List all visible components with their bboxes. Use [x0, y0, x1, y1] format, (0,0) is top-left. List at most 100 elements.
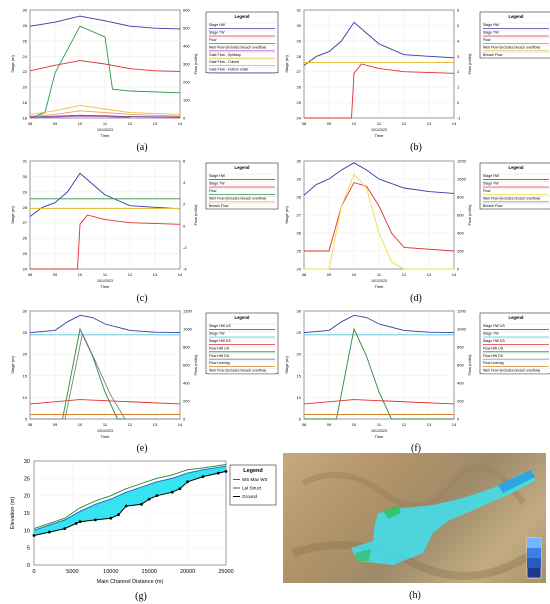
- y-tick-label: 15: [297, 373, 302, 378]
- y2-tick-label: 1000: [183, 327, 193, 332]
- series-line-ground: [33, 470, 227, 536]
- legend-box: [479, 11, 550, 59]
- x-tick-label: 14: [452, 422, 457, 427]
- y2-axis-label: Flow (m3/s): [193, 204, 198, 226]
- x-tick-label: 09: [327, 422, 332, 427]
- y2-axis-label: Flow (m3/s): [193, 53, 198, 75]
- x-tick-label: 11: [103, 272, 108, 277]
- legend-entry: Gate Flow - bottom outlet: [209, 68, 248, 72]
- ground-point: [178, 487, 182, 491]
- ground-point: [78, 520, 82, 524]
- y-tick-label: 16: [23, 116, 28, 121]
- x-tick-label: 14: [452, 121, 457, 126]
- legend-entry: Weir Flow (includes breach overflow): [209, 45, 266, 49]
- x-tick-label: 15000: [142, 569, 157, 575]
- series-line: [303, 162, 455, 196]
- series-line: [304, 63, 455, 119]
- y2-tick-label: 800: [457, 195, 464, 200]
- y2-tick-label: 400: [457, 231, 464, 236]
- y2-tick-label: 1000: [457, 327, 467, 332]
- legend-entry: Stage TW: [209, 182, 225, 186]
- x-tick-label: 10: [78, 121, 83, 126]
- date-label: 10/1/2023: [371, 429, 387, 433]
- y-tick-label: 20: [23, 85, 28, 90]
- series-line: [29, 314, 181, 334]
- x-tick-label: 10: [352, 121, 357, 126]
- x-tick-label: 08: [28, 121, 33, 126]
- y2-tick-label: 200: [183, 80, 190, 85]
- y-tick-label: 10: [23, 395, 28, 400]
- series-line: [303, 314, 455, 334]
- x-tick-label: 11: [377, 422, 382, 427]
- y2-tick-label: 300: [183, 62, 190, 67]
- legend-entry: Stage HW DS: [483, 339, 505, 343]
- x-tick-label: 12: [128, 121, 133, 126]
- legend-entry: Weir Flow (includes breach overflow): [483, 369, 540, 373]
- legend-entry: Gate Flow - Spillway: [209, 53, 241, 57]
- legend-entry: Stage TW: [483, 31, 499, 35]
- y2-axis-label: Flow (m3/s): [193, 354, 198, 376]
- y-tick-label: 20: [23, 352, 28, 357]
- y2-axis-label: Flow (m3/s): [467, 53, 472, 75]
- legend-entry: Flow HW US: [209, 346, 230, 350]
- legend-title: Legend: [235, 165, 250, 170]
- y-tick-label: 10: [24, 528, 30, 534]
- y2-tick-label: 800: [183, 345, 190, 350]
- ground-point: [32, 534, 36, 537]
- x-tick-label: 10: [78, 422, 83, 427]
- x-tick-label: 13: [427, 121, 432, 126]
- y2-tick-label: 1200: [457, 159, 467, 164]
- ground-point: [216, 471, 220, 475]
- series-line: [29, 25, 181, 119]
- legend-entry: Flow: [483, 189, 491, 193]
- y-tick-label: 31: [23, 159, 28, 164]
- y-tick-label: 25: [24, 476, 30, 482]
- y-tick-label: 18: [23, 100, 28, 105]
- caption-b: (b): [410, 142, 422, 153]
- legend-entry: Lat Struct: [242, 486, 262, 491]
- y2-tick-label: 2: [457, 69, 460, 74]
- y2-tick-label: 0: [183, 417, 186, 422]
- x-tick-label: 09: [327, 121, 332, 126]
- legend-title: Legend: [235, 14, 250, 19]
- y2-tick-label: 200: [183, 399, 190, 404]
- legend-entry: Stage HW DS: [209, 339, 231, 343]
- legend-box: [205, 162, 279, 210]
- y2-tick-label: 0: [183, 223, 186, 228]
- x-tick-label: 08: [302, 121, 307, 126]
- y-tick-label: 30: [297, 23, 302, 28]
- y-tick-label: 27: [297, 69, 302, 74]
- ground-point: [47, 530, 51, 534]
- x-tick-label: 5000: [66, 569, 78, 575]
- x-tick-label: 08: [28, 422, 33, 427]
- legend-box: [479, 162, 550, 210]
- legend-entry: Stage TW: [483, 332, 499, 336]
- x-tick-label: 09: [327, 272, 332, 277]
- x-tick-label: 10: [352, 422, 357, 427]
- ground-point: [94, 518, 97, 522]
- x-tick-label: 20000: [180, 569, 195, 575]
- y-tick-label: 20: [297, 352, 302, 357]
- y-axis-label: Stage (m): [284, 55, 289, 73]
- ground-point: [224, 470, 228, 473]
- x-tick-label: 08: [302, 422, 307, 427]
- chart-c-svg: 08 09 10 11 12 13 142425262728293031-4-20246St…: [10, 159, 279, 289]
- y-tick-label: 26: [23, 38, 28, 43]
- date-label: 10/1/2023: [371, 128, 387, 132]
- x-tick-label: 13: [153, 121, 158, 126]
- legend-entry: Flow: [209, 189, 217, 193]
- legend-entry: Gate Flow - Culvert: [209, 60, 239, 64]
- chart-panel-f: 08 09 10 11 12 13 14 5 10 15 20 25 30 0 200 400 600 800 10…: [282, 303, 550, 454]
- ground-point: [147, 497, 151, 501]
- y2-tick-label: 1: [457, 85, 460, 90]
- x-tick-label: 12: [128, 272, 133, 277]
- x-tick-label: 11: [103, 422, 108, 427]
- legend-box: [229, 464, 277, 506]
- y-tick-label: 24: [297, 116, 302, 121]
- y-tick-label: 15: [24, 511, 30, 517]
- y-tick-label: 25: [23, 330, 28, 335]
- y2-tick-label: 400: [457, 381, 464, 386]
- y-tick-label: 5: [25, 417, 28, 422]
- x-tick-label: 12: [402, 422, 407, 427]
- x-tick-label: 10: [78, 272, 83, 277]
